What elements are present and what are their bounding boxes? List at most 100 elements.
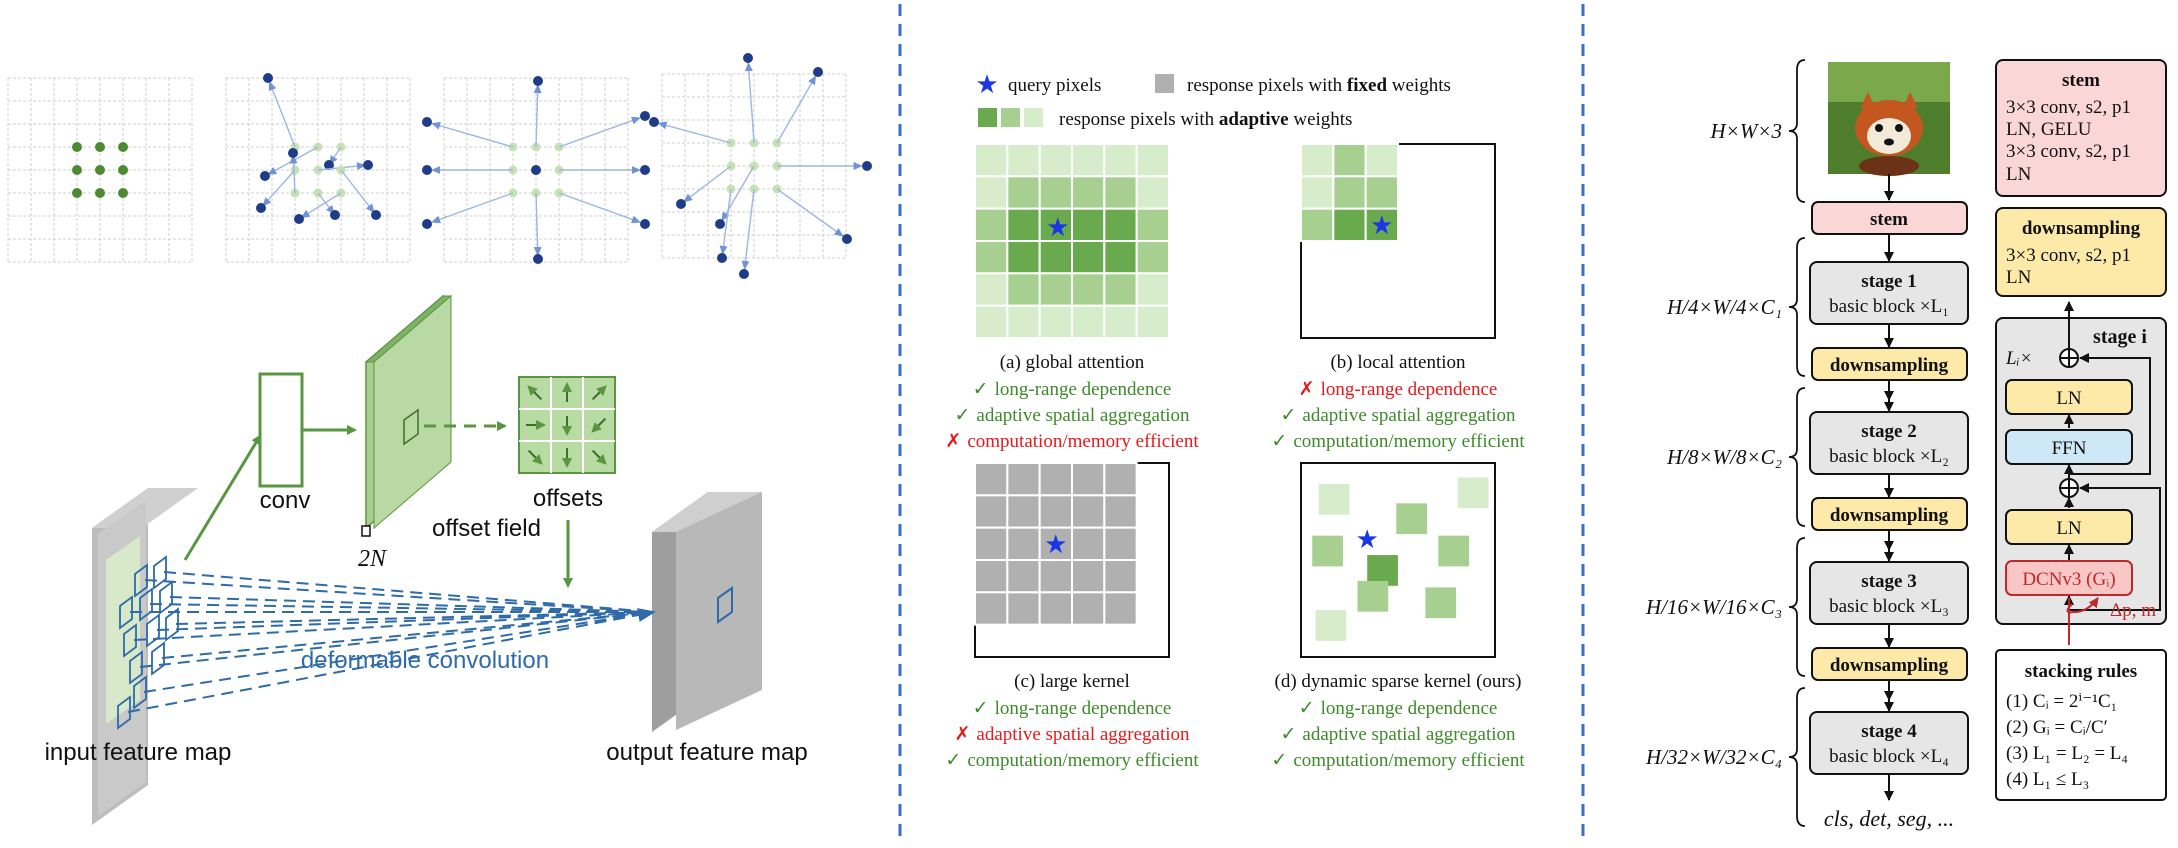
response-cell (1006, 207, 1041, 243)
panel-property: ✓ adaptive spatial aggregation (1280, 404, 1516, 426)
left-panel: conv offset field 2N offsets deformable … (7, 53, 872, 825)
response-cell (974, 175, 1009, 210)
fixed-cell (1038, 462, 1073, 497)
sparse-cell (1425, 587, 1457, 619)
panel-property: ✗ long-range dependence (1299, 378, 1498, 400)
input-label: input feature map (45, 739, 232, 766)
brace (1788, 687, 1806, 827)
sample-point (118, 188, 128, 198)
sampling-line (133, 611, 655, 641)
sampling-patch (146, 613, 160, 648)
sparse-cell (1312, 535, 1343, 567)
response-cell (1103, 207, 1138, 243)
response-cell (1103, 240, 1138, 275)
offset-point (715, 219, 725, 229)
query-star-icon: ★ (1370, 211, 1393, 241)
offset-arrow (533, 83, 542, 148)
response-cell (1135, 175, 1170, 210)
downsampling-label: downsampling (1830, 505, 1949, 526)
sparse-cell (1318, 483, 1350, 515)
sparse-cell (1457, 477, 1489, 509)
offset-field-label: offset field (432, 515, 541, 542)
response-cell (1300, 143, 1335, 178)
panel-title: (d) dynamic sparse kernel (ours) (1275, 671, 1522, 692)
response-cell (1071, 143, 1106, 178)
downsampling-detail-line: 3×3 conv, s2, p1 (2006, 245, 2131, 266)
fixed-cell (1038, 526, 1073, 562)
panel-property: ✓ long-range dependence (973, 697, 1172, 719)
offset-point (260, 171, 270, 181)
fixed-cell (1038, 591, 1073, 626)
attention-panels: ★ (a) global attention ✓ long-range depend… (945, 143, 1525, 771)
stem-detail-line: 3×3 conv, s2, p1 (2006, 97, 2131, 118)
response-cell (974, 207, 1009, 243)
response-cell (1071, 207, 1106, 243)
adaptive-swatch-mid-icon (1001, 108, 1020, 127)
fixed-cell (1006, 494, 1041, 529)
fixed-cell (1006, 591, 1041, 626)
dimension-label: H×W×3 (1709, 119, 1782, 143)
brace (1788, 387, 1806, 527)
legend: ★ query pixels response pixels with fixe… (975, 69, 1451, 130)
response-cell (1038, 240, 1073, 275)
offset-point (717, 253, 727, 263)
offset-arrow (533, 192, 542, 257)
offset-arrow (268, 81, 296, 148)
stem-detail-line: 3×3 conv, s2, p1 (2006, 141, 2131, 162)
dimension-label: H/8×W/8×C₂ (1666, 445, 1782, 469)
sampling-patch (117, 695, 131, 730)
panel-property: ✓ adaptive spatial aggregation (954, 404, 1190, 426)
response-cell (1038, 175, 1073, 210)
stacking-rules-box: stacking rules (1) Cᵢ = 2ⁱ⁻¹C₁ (2) Gᵢ = … (1995, 649, 2167, 801)
sampling-line (156, 611, 655, 631)
deformable-label: deformable convolution (301, 647, 549, 674)
rule-line: (3) L₁ = L₂ = L₄ (2006, 743, 2128, 764)
sparse-cell (1438, 535, 1470, 567)
stem-detail-line: LN (2006, 164, 2032, 185)
sample-point (118, 142, 128, 152)
panel-property: ✗ computation/memory efficient (945, 430, 1199, 452)
downsampling-detail-box: downsampling 3×3 conv, s2, p1 LN (1995, 207, 2167, 297)
panel-title: (b) local attention (1330, 352, 1466, 373)
response-cell (1038, 272, 1073, 307)
fixed-cell (1071, 494, 1106, 529)
fixed-cell (1071, 462, 1106, 497)
fixed-cell (974, 494, 1009, 529)
panel-property: ✓ computation/memory efficient (945, 749, 1199, 771)
dimension-label: H/32×W/32×C₄ (1645, 745, 1782, 769)
offset-point (739, 269, 749, 279)
sparse-cell (1315, 610, 1347, 641)
fixed-swatch-icon (1155, 74, 1174, 93)
stage-name: stage 4 (1861, 721, 1917, 742)
sample-point (118, 165, 128, 175)
attention-panel: ★ (b) local attention ✗ long-range depende… (1271, 143, 1525, 452)
legend-query: query pixels (1008, 75, 1101, 96)
sampling-patch (123, 623, 137, 658)
offset-arrow (683, 165, 732, 203)
offset-point (676, 199, 686, 209)
query-star-icon: ★ (1044, 530, 1067, 560)
sampling-grid (649, 53, 872, 279)
brace (1788, 59, 1806, 203)
sparse-cell (1396, 503, 1428, 535)
offset-arrow-icon (527, 385, 543, 401)
offset-point (640, 165, 650, 175)
response-cell (1364, 143, 1399, 178)
response-cell (1071, 175, 1106, 210)
attention-panel: ★ (a) global attention ✓ long-range depend… (945, 143, 1199, 452)
offset-field (361, 294, 453, 537)
conv-label: conv (260, 487, 311, 514)
offset-arrow (431, 192, 514, 224)
offset-point (422, 165, 432, 175)
offset-point (531, 165, 541, 175)
sampling-patch (129, 650, 143, 685)
fixed-cell (1103, 526, 1138, 562)
offset-point (371, 210, 381, 220)
response-cell (974, 143, 1009, 178)
fixed-cell (974, 559, 1009, 594)
to-conv-arrow (183, 434, 262, 561)
offset-point (842, 234, 852, 244)
output-tasks: cls, det, seg, ... (1824, 806, 1954, 831)
fixed-cell (1006, 559, 1041, 594)
